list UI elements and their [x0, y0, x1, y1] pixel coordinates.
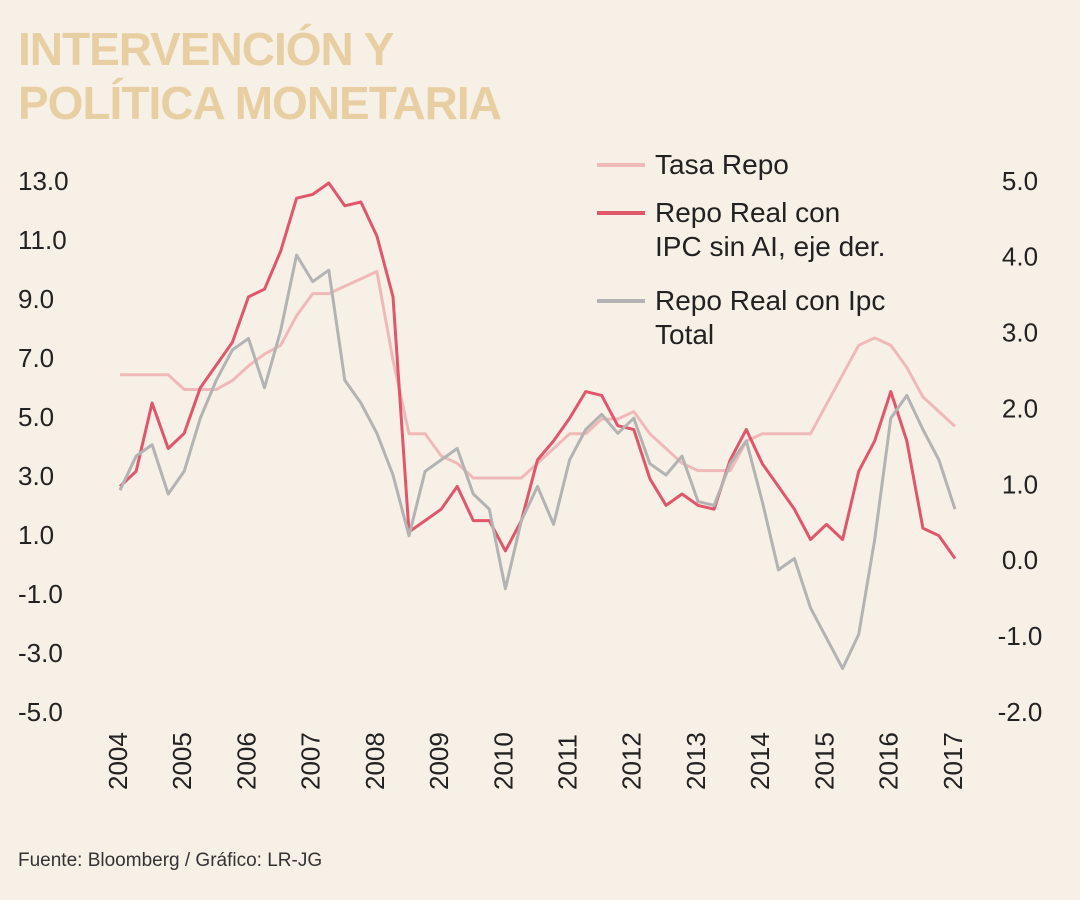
x-tick-label: 2016 — [874, 732, 904, 790]
y2-tick-label: 1.0 — [1002, 469, 1038, 499]
x-tick-label: 2012 — [617, 732, 647, 790]
x-tick-label: 2006 — [231, 732, 261, 790]
legend-item: Repo Real con Ipc Total — [597, 284, 887, 352]
x-tick-label: 2008 — [360, 732, 390, 790]
y-tick-label: -1.0 — [18, 579, 63, 609]
y-tick-label: 13.0 — [18, 166, 69, 196]
legend-label: Repo Real con IPC sin AI, eje der. — [655, 197, 886, 262]
legend-item: Repo Real con IPC sin AI, eje der. — [597, 196, 887, 264]
y-tick-label: 1.0 — [18, 520, 54, 550]
x-tick-label: 2010 — [488, 732, 518, 790]
source-note: Fuente: Bloomberg / Gráfico: LR-JG — [18, 850, 323, 871]
legend-swatch — [597, 163, 645, 167]
x-tick-label: 2011 — [552, 734, 582, 790]
legend-label: Repo Real con Ipc Total — [655, 285, 886, 350]
y-tick-label: 5.0 — [18, 402, 54, 432]
data-line — [118, 253, 957, 670]
y2-tick-label: 2.0 — [1002, 393, 1038, 423]
y2-tick-label: 4.0 — [1002, 242, 1038, 272]
y-tick-label: 11.0 — [18, 225, 67, 255]
y-tick-label: 7.0 — [18, 343, 54, 373]
legend-swatch — [597, 299, 645, 303]
x-tick-label: 2009 — [424, 732, 454, 790]
y2-tick-label: -2.0 — [998, 697, 1043, 727]
legend-item: Tasa Repo — [597, 148, 887, 182]
y-tick-label: 3.0 — [18, 461, 54, 491]
x-tick-label: 2013 — [681, 732, 711, 790]
y-tick-label: -5.0 — [18, 697, 63, 727]
data-line — [118, 181, 957, 560]
y2-tick-label: 0.0 — [1002, 545, 1038, 575]
x-tick-label: 2007 — [296, 732, 326, 790]
chart-title: INTERVENCIÓN Y POLÍTICA MONETARIA — [18, 23, 502, 129]
y2-tick-label: 3.0 — [1002, 318, 1038, 348]
y2-tick-label: -1.0 — [998, 621, 1043, 651]
x-tick-label: 2014 — [745, 732, 775, 790]
legend-label: Tasa Repo — [655, 149, 789, 180]
y-tick-label: -3.0 — [18, 638, 63, 668]
x-tick-label: 2015 — [809, 732, 839, 790]
y2-tick-label: 5.0 — [1002, 166, 1038, 196]
y-tick-label: 9.0 — [18, 284, 54, 314]
x-tick-label: 2004 — [103, 732, 133, 790]
legend-swatch — [597, 211, 645, 215]
x-tick-label: 2005 — [167, 732, 197, 790]
x-tick-label: 2017 — [938, 732, 968, 790]
